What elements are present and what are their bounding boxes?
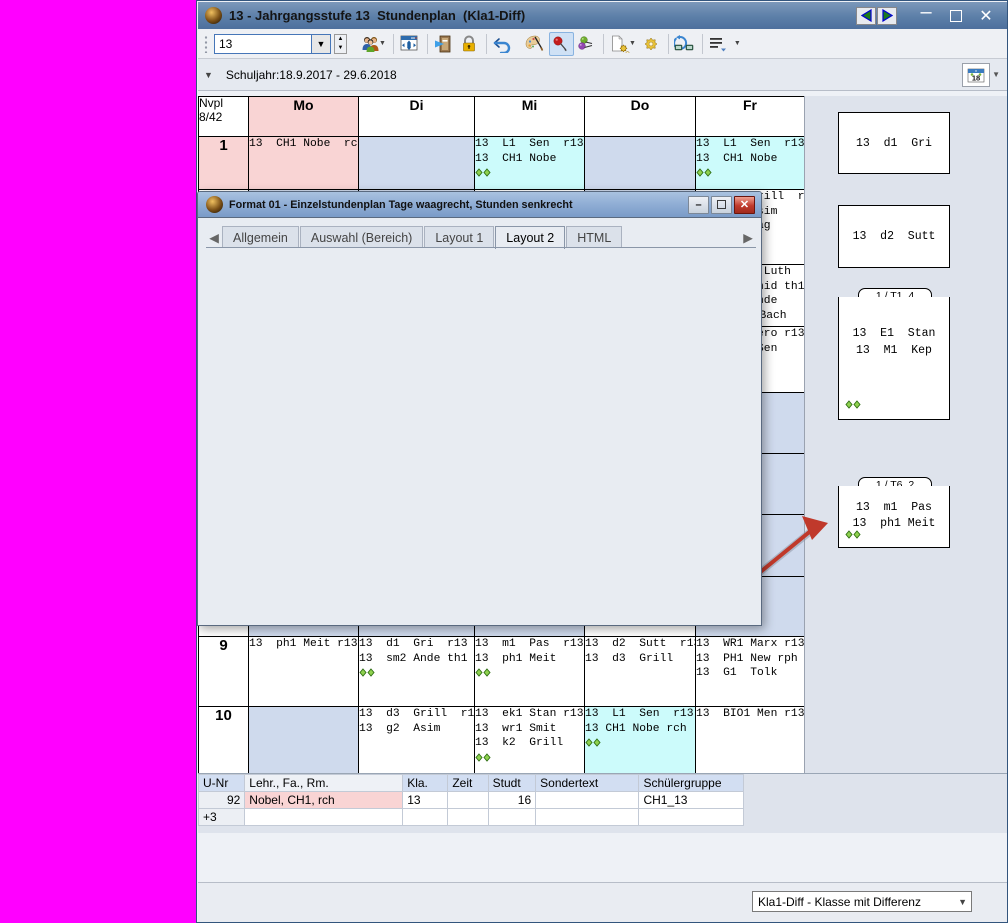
- svg-text:18: 18: [972, 73, 980, 82]
